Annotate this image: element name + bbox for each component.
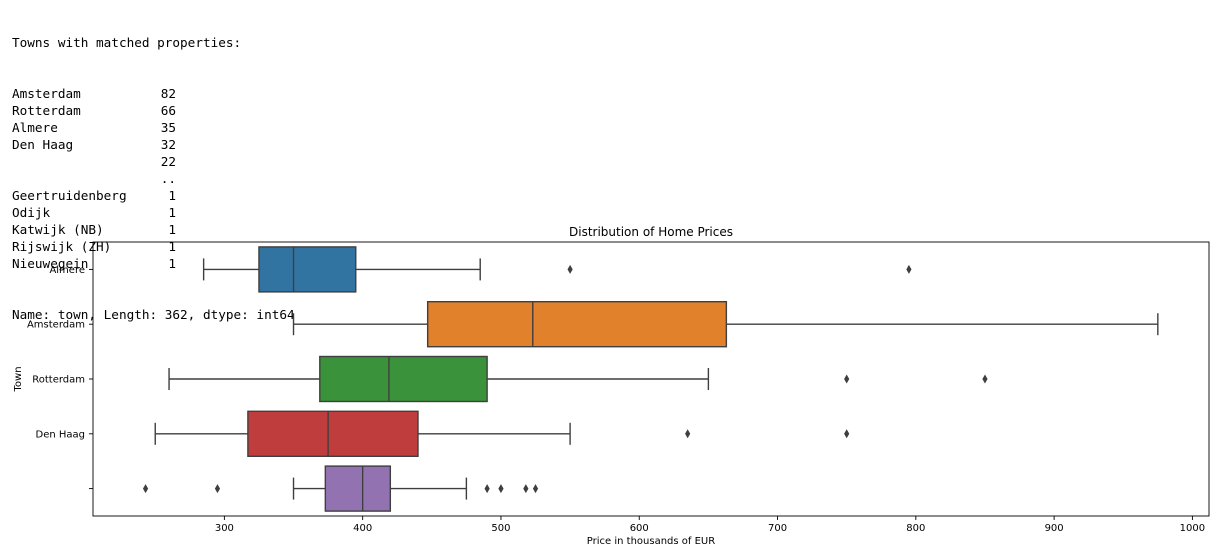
console-row-count-column: 35	[12, 119, 176, 136]
box-iqr	[247, 410, 419, 458]
console-header: Towns with matched properties:	[12, 34, 241, 51]
outlier-point	[498, 484, 504, 494]
console-row-count-column: 82	[12, 85, 176, 102]
console-row-count: 1	[168, 239, 176, 254]
x-tick-label: 800	[906, 523, 925, 534]
x-axis-label: Price in thousands of EUR	[587, 536, 715, 547]
console-row-count-column: 1	[12, 255, 176, 272]
y-tick-label: Almere	[49, 265, 85, 276]
console-row: Amsterdam 82	[12, 85, 176, 102]
console-row-count: 32	[160, 137, 176, 152]
outlier-point	[685, 429, 691, 439]
console-row-count-column: 22	[12, 153, 176, 170]
console-row-count: 1	[168, 205, 176, 220]
console-row: Rotterdam 66	[12, 102, 176, 119]
x-tick-label: 600	[630, 523, 649, 534]
console-row: Rijswijk (ZH) 1	[12, 238, 176, 255]
console-row-count: 1	[168, 222, 176, 237]
console-row-count-column: 1	[12, 221, 176, 238]
outlier-point	[906, 264, 912, 274]
x-axis: 300 400 500 600 700 800 900 1000	[215, 516, 1205, 534]
outlier-point	[484, 484, 490, 494]
console-footer: Name: town, Length: 362, dtype: int64	[12, 306, 295, 323]
console-row-count: 82	[160, 86, 176, 101]
console-row-count-column: ..	[12, 170, 176, 187]
plot-area	[142, 246, 1159, 512]
console-row-town: Geertruidenberg	[12, 188, 127, 203]
boxplot-chart: Distribution of Home Prices 300 400 500 600…	[13, 225, 1210, 547]
console-row-count: 1	[168, 256, 176, 271]
console-row-count-column: 66	[12, 102, 176, 119]
console-row-count-column: 1	[12, 238, 176, 255]
box-iqr	[319, 355, 488, 403]
console-row: Odijk 1	[12, 204, 176, 221]
console-row-town: Rotterdam	[12, 103, 81, 118]
x-tick-label: 900	[1045, 523, 1064, 534]
box-group	[168, 355, 988, 403]
box-iqr	[324, 465, 392, 512]
console-row: Nieuwegein 1	[12, 255, 176, 272]
x-tick-label: 700	[768, 523, 787, 534]
console-row: 22	[12, 153, 176, 170]
y-axis-label: Town	[13, 366, 24, 392]
outlier-point	[142, 484, 149, 494]
y-tick-label: Amsterdam	[27, 320, 85, 331]
console-row: ..	[12, 170, 176, 187]
console-row-count: 66	[160, 103, 176, 118]
box-group	[202, 246, 912, 293]
console-row-count: 1	[168, 188, 176, 203]
outlier-point	[844, 429, 850, 439]
box-group	[292, 300, 1159, 348]
console-header-text: Towns with matched properties:	[12, 35, 242, 50]
chart-title: Distribution of Home Prices	[569, 225, 733, 239]
console-row-count: 35	[160, 120, 176, 135]
console-row-town: Den Haag	[12, 137, 74, 152]
console-row: Almere 35	[12, 119, 176, 136]
console-row-town: Nieuwegein	[12, 256, 89, 271]
console-row-town: Katwijk (NB)	[12, 222, 104, 237]
console-row-count-column: 1	[12, 204, 176, 221]
console-footer-text: Name: town, Length: 362, dtype: int64	[12, 307, 295, 322]
outlier-point	[844, 374, 850, 384]
console-row: Katwijk (NB) 1	[12, 221, 176, 238]
outlier-point	[523, 484, 529, 494]
y-tick-label: Den Haag	[36, 429, 86, 440]
console-row-count-column: 1	[12, 187, 176, 204]
outlier-point	[532, 484, 539, 494]
console-row-count-column: 32	[12, 136, 176, 153]
console-row-town: Amsterdam	[12, 86, 81, 101]
console-row-town: Rijswijk (ZH)	[12, 239, 112, 254]
x-tick-label: 400	[353, 523, 372, 534]
console-row: Geertruidenberg 1	[12, 187, 176, 204]
x-tick-label: 1000	[1180, 523, 1205, 534]
box-iqr	[426, 300, 728, 348]
box-iqr	[258, 246, 357, 293]
console-output: Towns with matched properties: Amsterdam…	[12, 0, 295, 340]
outlier-point	[567, 264, 573, 274]
outlier-point	[982, 374, 988, 384]
y-axis: Almere Amsterdam Rotterdam Den Haag	[27, 265, 93, 490]
console-row-town: Odijk	[12, 205, 51, 220]
x-tick-label: 500	[491, 523, 510, 534]
outlier-point	[214, 484, 221, 494]
console-row-town: Almere	[12, 120, 58, 135]
x-tick-label: 300	[215, 523, 234, 534]
box-group	[142, 465, 539, 512]
console-row-count: ..	[160, 171, 176, 186]
console-row: Den Haag 32	[12, 136, 176, 153]
console-row-count: 22	[160, 154, 176, 169]
box-group	[154, 410, 850, 458]
y-tick-label: Rotterdam	[32, 375, 85, 386]
